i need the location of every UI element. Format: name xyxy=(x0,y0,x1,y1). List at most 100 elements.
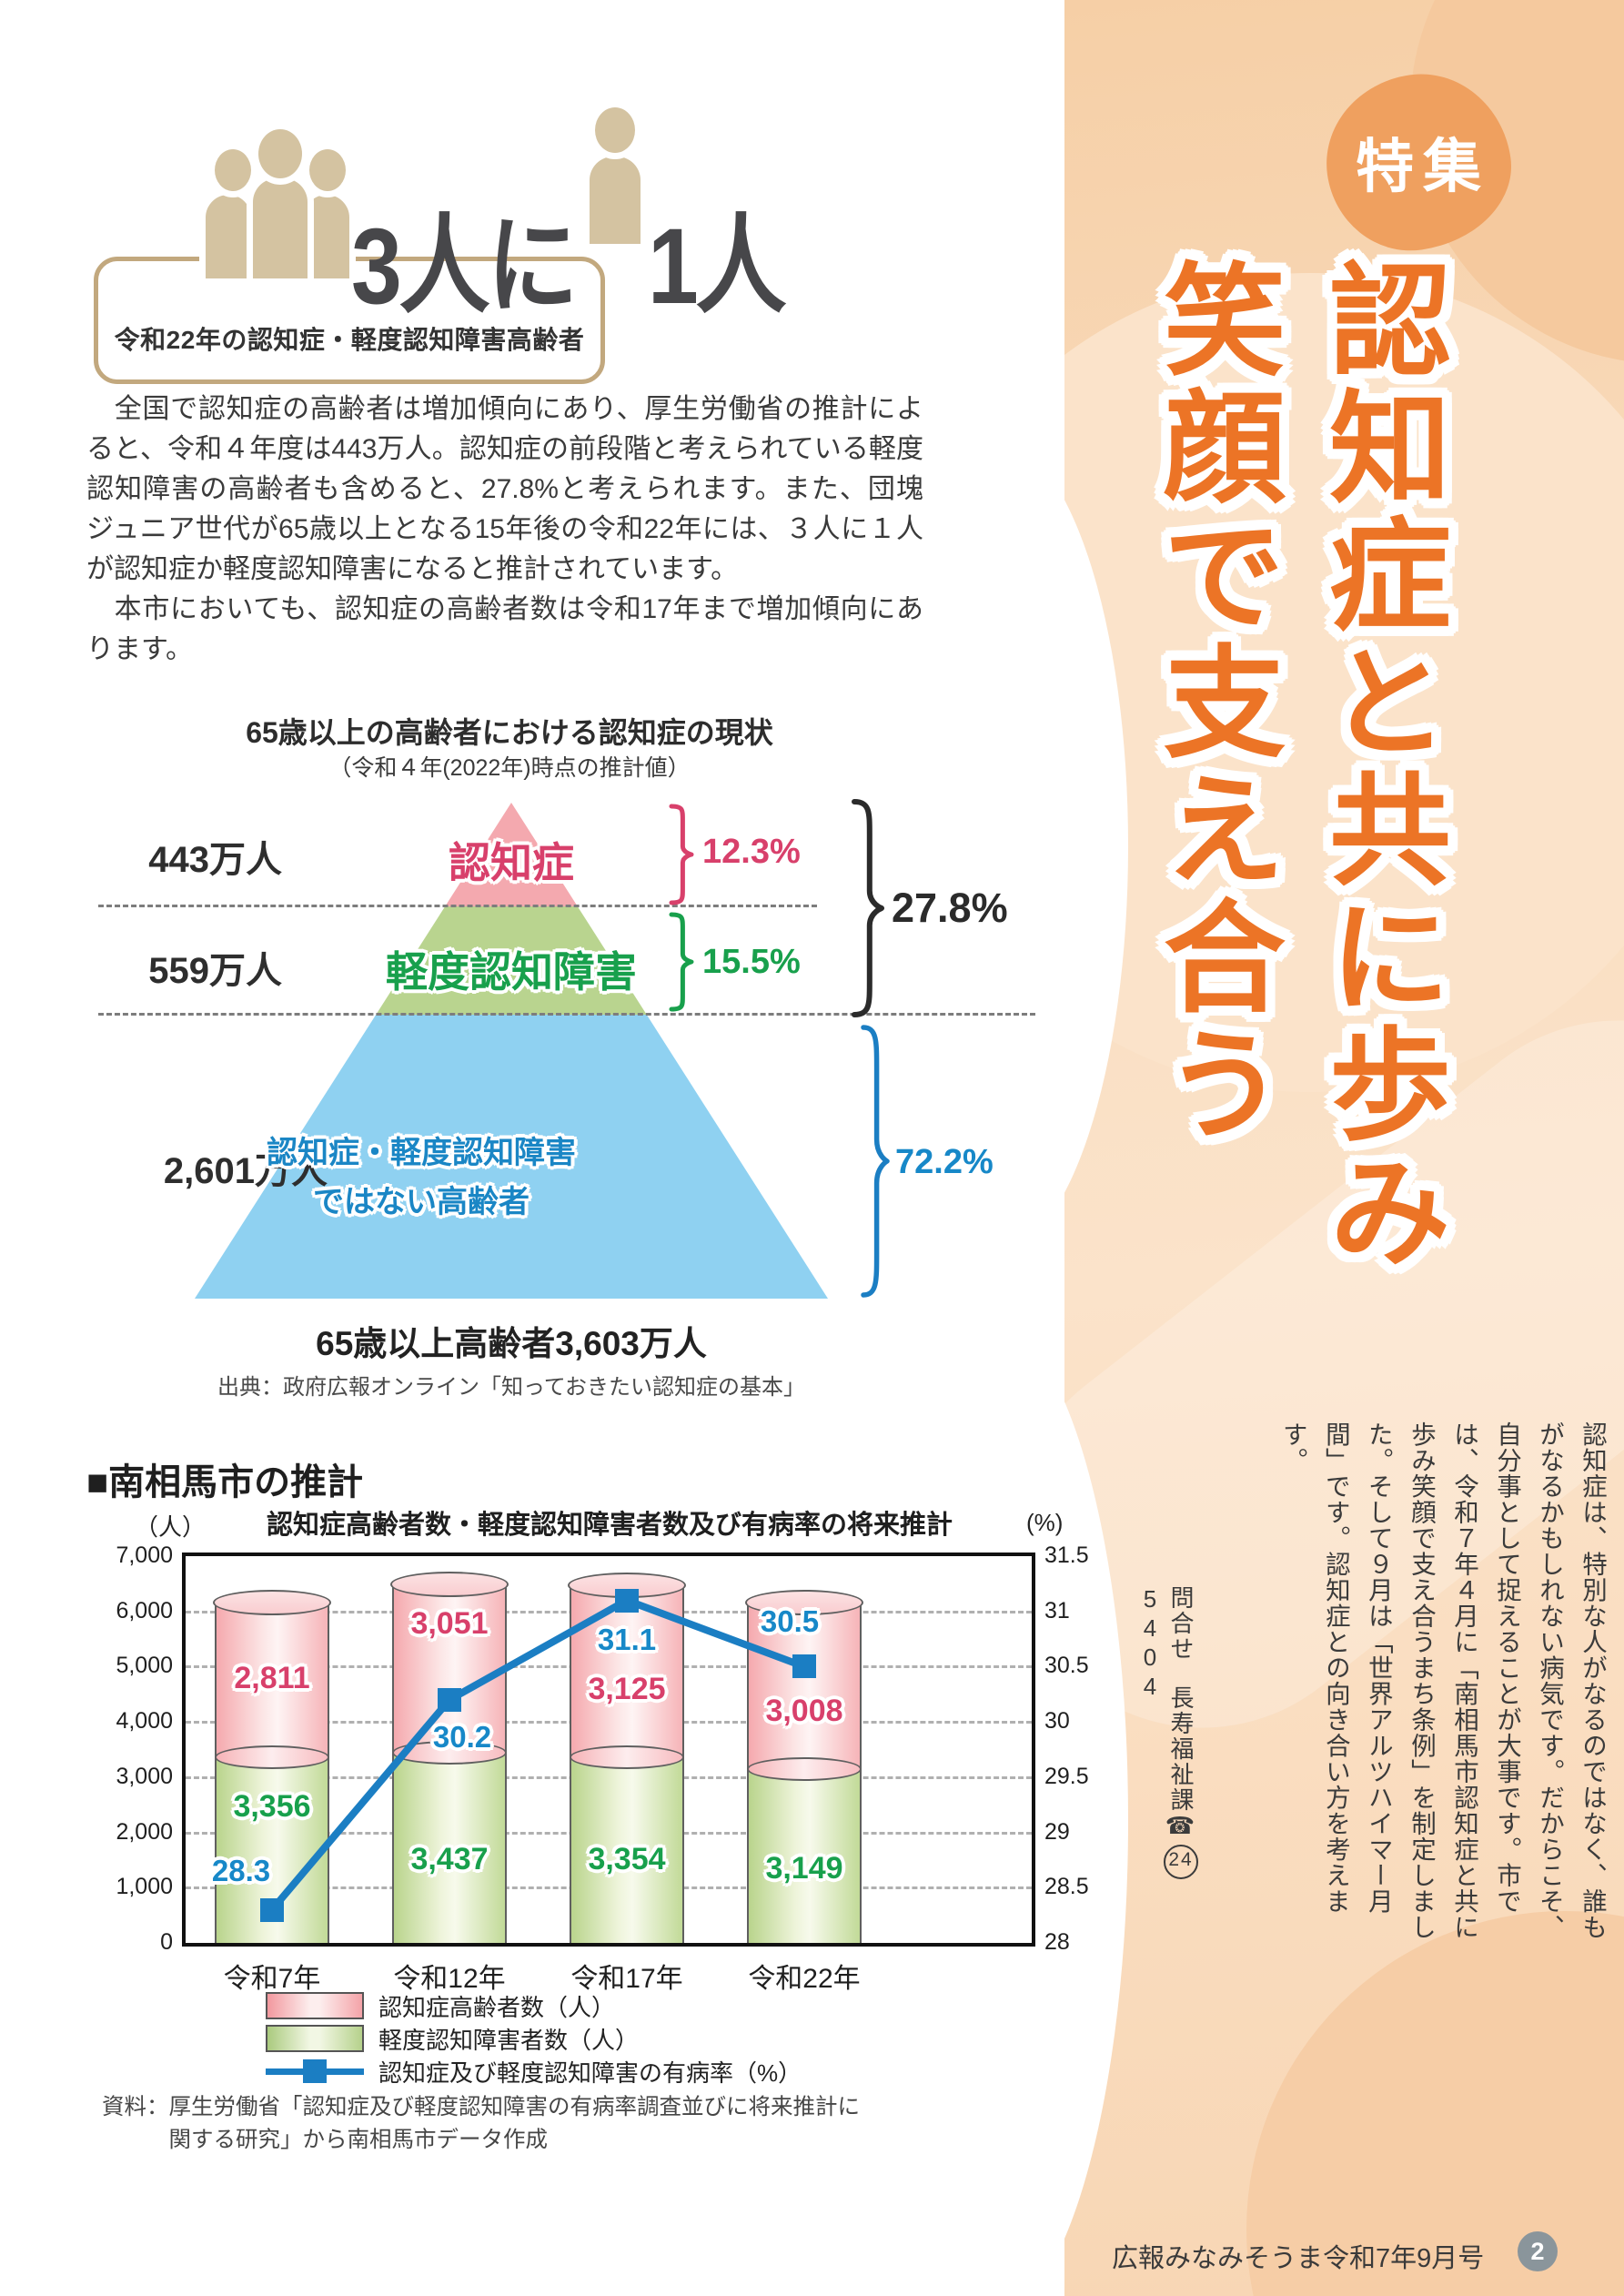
person-body-icon xyxy=(304,195,349,278)
brace-combined xyxy=(852,799,884,1022)
legend-label: 軽度認知障害者数（人） xyxy=(378,2026,640,2054)
phone-icon: ☎ xyxy=(1167,1813,1195,1842)
pyramid-label-healthy: 認知症・軽度認知障害ではない高齢者 xyxy=(267,1136,576,1219)
section-heading: ■南相馬市の推計 xyxy=(86,1462,364,1502)
bar-seam-ellipse xyxy=(747,1756,862,1781)
brace-dementia xyxy=(669,804,694,910)
feature-contact: 問合せ長寿福祉課☎ 24 5404 xyxy=(1135,1585,1198,1913)
feature-panel-background xyxy=(1064,0,1624,2296)
legend-label: 認知症及び軽度認知障害の有病率（%） xyxy=(378,2058,802,2087)
prevalence-line xyxy=(268,1596,806,1913)
prevalence-value: 31.1 xyxy=(597,1622,657,1656)
feature-body-text: 認知症は、特別な人がなるのではなく、誰もがなるかもしれない病気です。だからこそ、… xyxy=(1278,1421,1607,1940)
person-body-icon xyxy=(253,178,308,278)
person-body-icon xyxy=(590,157,641,244)
prevalence-value: 30.5 xyxy=(760,1604,820,1639)
prevalence-marker xyxy=(438,1687,461,1712)
single-person-icon xyxy=(577,107,655,244)
estimation-section: ■南相馬市の推計 （人） 認知症高齢者数・軽度認知障害者数及び有病率の将来推計 … xyxy=(0,1452,1128,2180)
bar-dementia-segment xyxy=(215,1602,329,1758)
pyramid-count-healthy: 2,601万人 xyxy=(163,1151,328,1191)
feature-title: 認知症と共に歩み 笑顔で支え合う xyxy=(1130,257,1461,1340)
pyramid-divider-1 xyxy=(98,905,817,907)
pyramid-subtitle: （令和４年(2022年)時点の推計値） xyxy=(328,755,691,781)
header-subtitle: 令和22年の認知症・軽度認知障害高齢者 xyxy=(114,326,585,354)
bar-value-dementia: 3,008 xyxy=(765,1694,843,1729)
intro-text: 全国で認知症の高齢者は増加傾向にあり、厚生労働省の推計によると、令和４年度は44… xyxy=(86,389,923,670)
bar-value-dementia: 3,051 xyxy=(410,1605,489,1641)
chart-title: 認知症高齢者数・軽度認知障害者数及び有病率の将来推計 xyxy=(266,1511,953,1540)
brace-healthy xyxy=(861,1025,890,1302)
legend-item: 軽度認知障害者数（人） xyxy=(266,2022,802,2055)
bar-value-mci: 3,354 xyxy=(588,1842,666,1877)
prevalence-marker xyxy=(615,1588,639,1613)
legend-item: 認知症及び軽度認知障害の有病率（%） xyxy=(266,2055,802,2088)
contact-number: 5404 xyxy=(1136,1585,1164,1702)
bar-top-ellipse xyxy=(213,1589,331,1615)
pyramid-pct-dementia: 12.3% xyxy=(702,833,801,871)
person-body-icon xyxy=(206,195,251,278)
pyramid-source: 出典：政府広報オンライン「知っておきたい認知症の基本」 xyxy=(217,1375,806,1400)
bar-top-ellipse xyxy=(390,1572,509,1598)
legend-swatch-blue xyxy=(266,2058,364,2085)
left-axis-tick: 2,000 xyxy=(116,1818,173,1845)
x-axis-label: 令和22年 xyxy=(748,1964,861,1994)
contact-area-code: 24 xyxy=(1164,1845,1198,1879)
left-axis-tick: 5,000 xyxy=(116,1653,173,1679)
person-head-icon xyxy=(215,149,251,191)
pyramid-pct-combined: 27.8% xyxy=(892,885,1008,931)
contact-office: 長寿福祉課 xyxy=(1167,1685,1195,1813)
legend-swatch-green xyxy=(266,2025,364,2052)
plot-area: 7,000 6,000 5,000 4,000 3,000 2,000 1,000 0 31.5… xyxy=(116,1542,1088,1994)
contact-gap xyxy=(1181,1662,1182,1685)
contact-label: 問合せ xyxy=(1167,1585,1195,1662)
feature-title-line-1: 認知症と共に歩み xyxy=(1311,257,1447,1276)
header-subtitle-box xyxy=(94,257,605,384)
bar-seam-ellipse xyxy=(570,1745,684,1770)
person-head-icon xyxy=(258,129,302,178)
person-head-icon xyxy=(309,149,346,191)
right-axis-tick: 28 xyxy=(1044,1929,1070,1955)
left-axis-tick: 7,000 xyxy=(116,1542,173,1568)
bar-value-dementia: 2,811 xyxy=(234,1660,310,1695)
pyramid-count-mci: 559万人 xyxy=(148,951,282,991)
prevalence-marker xyxy=(260,1897,284,1922)
legend-swatch-pink xyxy=(266,1992,364,2019)
left-axis-tick: 4,000 xyxy=(116,1708,173,1735)
panel-edge-curve-upper xyxy=(855,437,1128,1256)
bar-value-mci: 3,149 xyxy=(765,1851,843,1886)
bar-mci-segment xyxy=(747,1768,862,1943)
bar-seam-ellipse xyxy=(392,1741,507,1765)
bar-dementia-segment xyxy=(392,1584,507,1754)
x-axis-label: 令和7年 xyxy=(223,1964,321,1994)
right-axis-tick: 31 xyxy=(1044,1597,1070,1623)
chart-source-line-1: 資料：厚生労働省「認知症及び軽度認知障害の有病率調査並びに将来推計に xyxy=(102,2095,860,2119)
intro-paragraph-2: 本市においても、認知症の高齢者数は令和17年まで増加傾向にあります。 xyxy=(86,594,923,664)
pyramid-pct-mci: 15.5% xyxy=(702,943,801,981)
left-axis-tick: 1,000 xyxy=(116,1874,173,1900)
prevalence-marker xyxy=(792,1654,816,1679)
right-axis-tick: 29 xyxy=(1044,1818,1070,1845)
pyramid-label-dementia: 認知症 xyxy=(449,839,574,886)
bar-value-dementia: 3,125 xyxy=(588,1672,666,1707)
pyramid-divider-2 xyxy=(98,1013,1035,1016)
chart-source-line-2: 関する研究」から南相馬市データ作成 xyxy=(102,2128,548,2152)
chart-legend: 認知症高齢者数（人） 軽度認知障害者数（人） 認知症及び軽度認知障害の有病率（%） xyxy=(266,1989,802,2088)
feature-title-line-2: 笑顔で支え合う xyxy=(1145,257,1281,1148)
prevalence-value: 28.3 xyxy=(211,1853,271,1887)
right-axis-tick: 30.5 xyxy=(1044,1653,1089,1679)
headline-three-people: 3人に xyxy=(351,207,579,327)
pyramid-title: 65歳以上の高齢者における認知症の現状 xyxy=(246,716,773,749)
people-group-icon xyxy=(202,127,357,282)
bar-seam-ellipse xyxy=(215,1745,329,1770)
left-axis-tick: 3,000 xyxy=(116,1763,173,1789)
x-axis-label: 令和17年 xyxy=(570,1964,683,1994)
panel-edge-curve-lower xyxy=(846,1320,1128,2296)
bar-mci-segment xyxy=(570,1757,684,1943)
right-axis-tick: 30 xyxy=(1044,1708,1070,1735)
bar-dementia-segment xyxy=(747,1603,862,1769)
headline-one-person: 1人 xyxy=(648,207,787,327)
pyramid-count-dementia: 443万人 xyxy=(148,840,282,880)
legend-label: 認知症高齢者数（人） xyxy=(378,1993,616,2021)
